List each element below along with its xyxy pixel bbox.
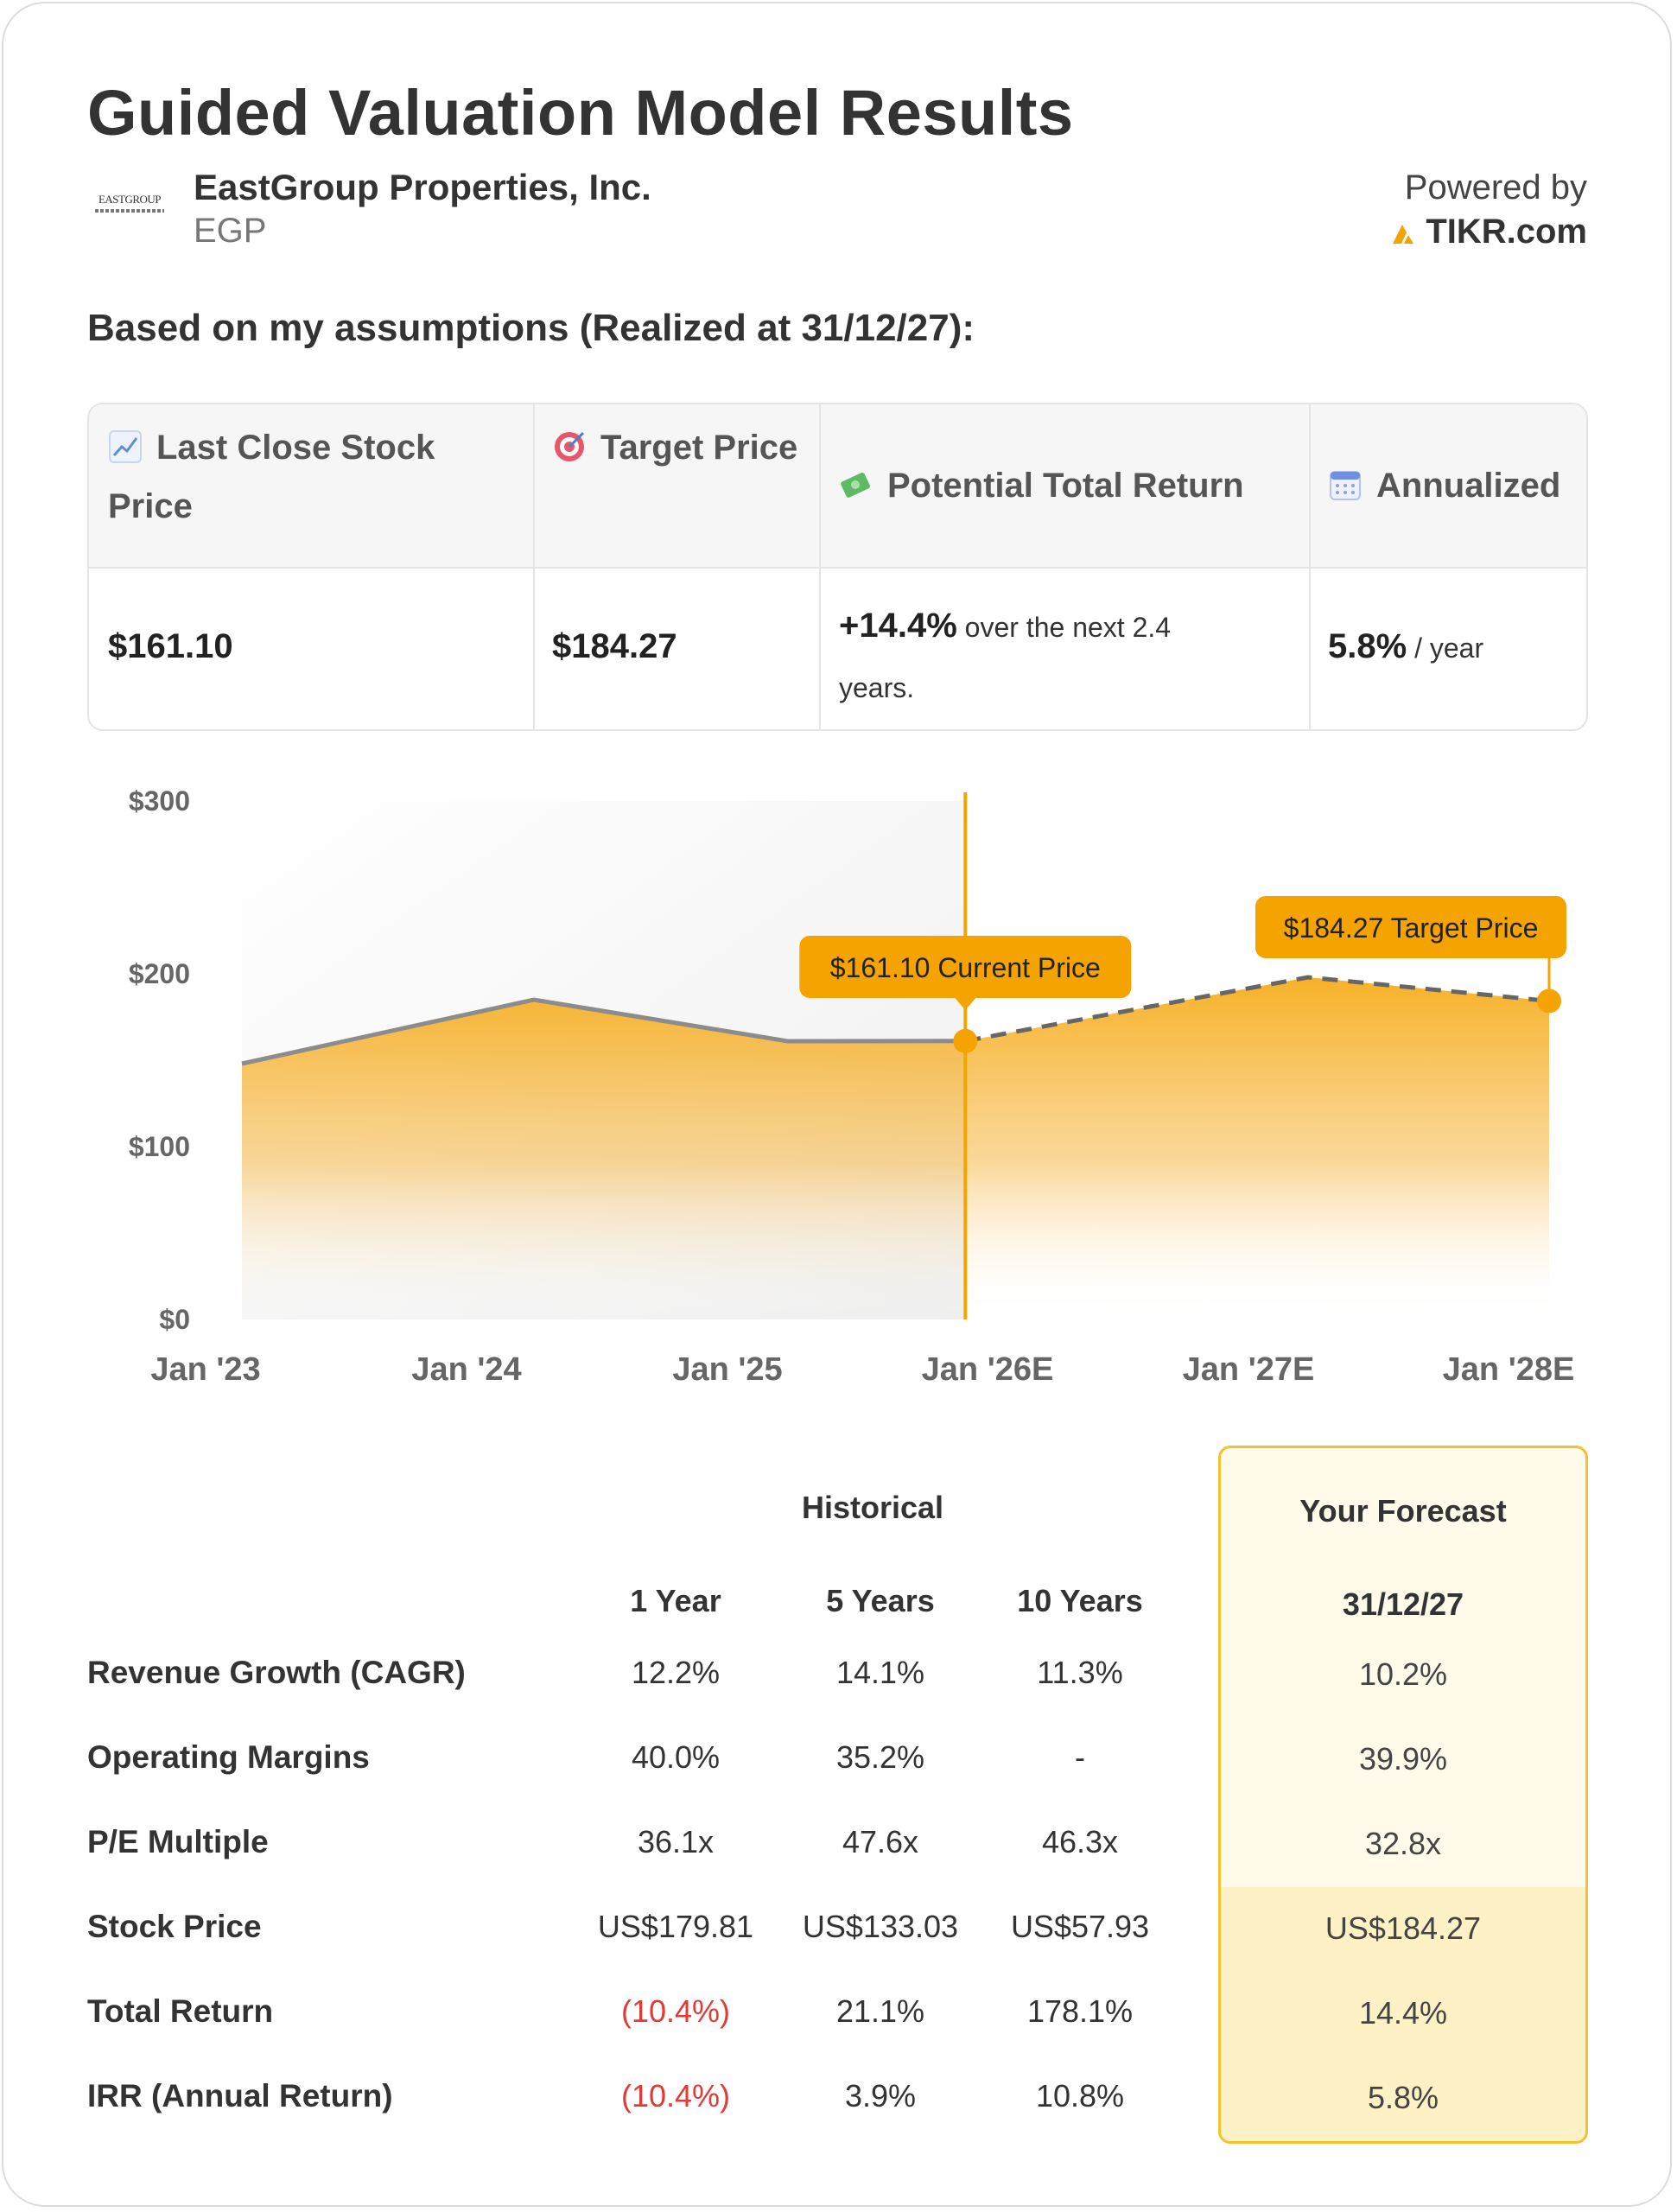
- potential-return-value: +14.4% over the next 2.4 years.: [839, 596, 1297, 717]
- metric-value: -: [1075, 1739, 1085, 1775]
- metric-value: 12.2%: [631, 1655, 721, 1690]
- y-tick-label: $300: [129, 785, 190, 817]
- y-tick-label: $200: [129, 958, 190, 989]
- metric-value: 36.1x: [637, 1824, 715, 1859]
- column-header: 5 Years: [826, 1583, 935, 1618]
- header-last-close: Last Close Stock Price: [108, 429, 435, 525]
- current-price-tooltip-pointer: [955, 998, 976, 1010]
- current-price-tooltip-label: $161.10 Current Price: [830, 952, 1101, 983]
- calendar-icon: [1330, 471, 1361, 500]
- column-header: 1 Year: [630, 1583, 721, 1618]
- historical-line: [241, 997, 966, 1066]
- metric-value: 47.6x: [842, 1824, 919, 1859]
- metric-row-label: P/E Multiple: [87, 1824, 269, 1859]
- price-chart: $161.10 Current Price $184.27 Target Pric…: [0, 760, 1677, 1417]
- current-price-tooltip-box: [799, 936, 1132, 998]
- annualized-pct: 5.8%: [1328, 627, 1407, 665]
- target-price-tooltip-box: [1255, 896, 1566, 958]
- x-tick-label: Jan '26E: [922, 1351, 1054, 1388]
- metric-value: 11.3%: [1037, 1655, 1123, 1690]
- annualized-value: 5.8% / year: [1328, 627, 1483, 666]
- x-tick-label: Jan '25: [672, 1351, 782, 1388]
- assumptions-heading: Based on my assumptions (Realized at 31/…: [87, 307, 975, 349]
- metric-value: US$179.81: [597, 1909, 754, 1944]
- header-target: Target Price: [552, 418, 803, 477]
- metric-value: 10.8%: [1035, 2078, 1125, 2113]
- forecast-value: US$184.27: [1324, 1910, 1482, 1946]
- y-tick-label: $0: [159, 1304, 190, 1335]
- x-tick-label: Jan '28E: [1443, 1351, 1575, 1388]
- forecast-value: 39.9%: [1358, 1741, 1448, 1777]
- header-potential: Potential Total Return: [839, 456, 1305, 515]
- tikr-brand-link[interactable]: TIKR.com: [1389, 213, 1587, 251]
- metric-row-label: Revenue Growth (CAGR): [87, 1655, 466, 1690]
- powered-by-label: Powered by: [1404, 168, 1587, 207]
- company-logo-text: EASTGROUP: [98, 193, 162, 206]
- price-chart-svg: $161.10 Current Price $184.27 Target Pric…: [129, 785, 1575, 1388]
- y-tick-label: $100: [129, 1131, 190, 1162]
- last-close-value: $161.10: [108, 627, 233, 665]
- summary-table: Last Close Stock Price Target Price Pote…: [87, 403, 1588, 731]
- metric-value: 46.3x: [1041, 1824, 1119, 1859]
- metric-value: 178.1%: [1026, 1993, 1134, 2029]
- metric-row-label: Total Return: [87, 1993, 274, 2029]
- forecast-value: 5.8%: [1367, 2080, 1439, 2115]
- forecast-column-box: [1218, 1446, 1588, 2144]
- metric-value: 14.1%: [835, 1655, 925, 1690]
- metric-row-label: Stock Price: [87, 1909, 262, 1944]
- tikr-brand-text: TIKR.com: [1426, 213, 1587, 251]
- potential-return-pct: +14.4%: [839, 607, 957, 645]
- forecast-highlight: [1221, 1887, 1585, 2141]
- annualized-unit: / year: [1407, 632, 1484, 664]
- forecast-line: [964, 975, 1550, 1044]
- column-header: 10 Years: [1017, 1583, 1143, 1618]
- metric-value: (10.4%): [620, 1993, 731, 2029]
- forecast-value: 10.2%: [1358, 1656, 1448, 1692]
- forecast-value: 14.4%: [1358, 1995, 1448, 2031]
- x-tick-label: Jan '27E: [1183, 1351, 1315, 1388]
- metric-row-label: IRR (Annual Return): [87, 2078, 393, 2113]
- target-price-point: [1537, 988, 1561, 1014]
- x-tick-label: Jan '23: [150, 1351, 260, 1388]
- x-tick-label: Jan '24: [411, 1351, 521, 1388]
- company-ticker: EGP: [194, 212, 267, 250]
- metric-value: 40.0%: [631, 1739, 721, 1775]
- metric-value: 3.9%: [844, 2078, 917, 2113]
- forecast-column-header: 31/12/27: [1342, 1586, 1464, 1622]
- metric-value: US$57.93: [1010, 1909, 1150, 1944]
- potential-return-text-2: years.: [839, 672, 915, 703]
- price-area: [242, 977, 1549, 1319]
- potential-return-text: over the next 2.4: [956, 612, 1172, 643]
- header-annualized: Annualized: [1328, 456, 1586, 515]
- company-name: EastGroup Properties, Inc.: [194, 167, 651, 207]
- forecast-value: 32.8x: [1364, 1826, 1442, 1861]
- target-icon: [555, 431, 585, 461]
- chart-increasing-icon: [109, 430, 142, 463]
- target-price-value: $184.27: [552, 627, 677, 665]
- metric-row-label: Operating Margins: [87, 1739, 370, 1775]
- tikr-logo-icon: [1393, 224, 1414, 244]
- company-logo: EASTGROUP: [95, 192, 164, 214]
- metric-value: (10.4%): [620, 2078, 731, 2113]
- target-price-tooltip-label: $184.27 Target Price: [1284, 912, 1539, 944]
- metric-value: 21.1%: [835, 1993, 925, 2029]
- metric-value: 35.2%: [835, 1739, 925, 1775]
- current-price-point: [953, 1028, 978, 1053]
- metric-value: US$133.03: [802, 1909, 959, 1944]
- page-title: Guided Valuation Model Results: [87, 77, 1074, 149]
- money-icon: [841, 473, 870, 498]
